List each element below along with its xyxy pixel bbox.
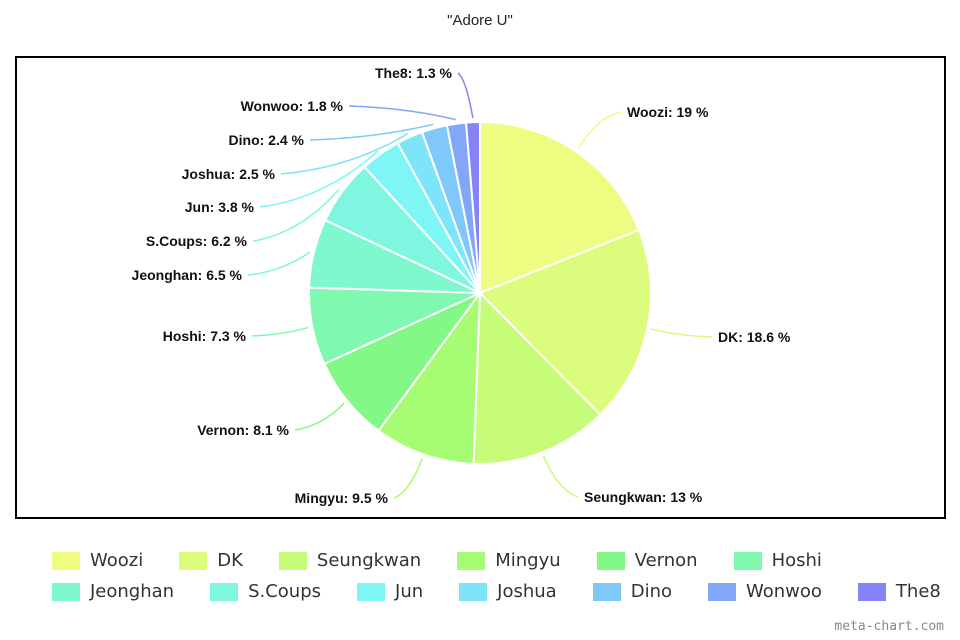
legend-label: Jun bbox=[395, 581, 424, 602]
legend-swatch bbox=[596, 551, 625, 570]
slice-connector-line bbox=[577, 111, 622, 149]
legend-item[interactable]: The8 bbox=[857, 581, 941, 602]
slice-label: DK: 18.6 % bbox=[718, 329, 791, 345]
watermark: meta-chart.com bbox=[834, 619, 944, 634]
slice-label: Seungkwan: 13 % bbox=[584, 489, 703, 505]
slice-connector-line bbox=[251, 326, 309, 337]
legend-label: Mingyu bbox=[495, 550, 561, 571]
legend-swatch bbox=[857, 582, 886, 601]
slice-connector-line bbox=[247, 251, 311, 276]
slice-label: Hoshi: 7.3 % bbox=[163, 328, 247, 344]
legend-label: Seungkwan bbox=[316, 550, 422, 571]
pie-slice-seungkwan bbox=[472, 290, 602, 465]
slice-label: Joshua: 2.5 % bbox=[182, 166, 276, 182]
slice-connector-line bbox=[294, 402, 345, 431]
pie-slice-dk bbox=[478, 228, 652, 417]
legend-label: Jeonghan bbox=[90, 581, 175, 602]
legend-swatch bbox=[357, 582, 386, 601]
legend-item[interactable]: Wonwoo bbox=[708, 581, 822, 602]
slice-connector-line bbox=[259, 150, 379, 208]
legend-label: Vernon bbox=[634, 550, 698, 571]
legend-swatch bbox=[459, 582, 488, 601]
slice-label: S.Coups: 6.2 % bbox=[146, 233, 248, 249]
legend-swatch bbox=[708, 582, 736, 601]
legend-label: DK bbox=[217, 550, 243, 571]
legend-swatch bbox=[179, 551, 208, 570]
legend-item[interactable]: Dino bbox=[592, 581, 672, 602]
legend-item[interactable]: Joshua bbox=[459, 581, 557, 602]
slice-connector-line bbox=[252, 188, 340, 242]
legend-swatch bbox=[52, 582, 80, 601]
slice-label: Jeonghan: 6.5 % bbox=[132, 267, 243, 283]
pie-slice-mingyu bbox=[377, 289, 482, 465]
legend-swatch bbox=[592, 582, 621, 601]
slice-label: Dino: 2.4 % bbox=[229, 132, 305, 148]
legend-label: The8 bbox=[895, 581, 941, 602]
legend-label: Hoshi bbox=[771, 550, 822, 571]
slice-connector-line bbox=[457, 72, 474, 119]
slice-connector-line bbox=[348, 105, 457, 121]
legend-item[interactable]: Jun bbox=[357, 581, 423, 602]
legend-swatch bbox=[278, 551, 307, 570]
legend-item[interactable]: Mingyu bbox=[457, 550, 561, 571]
legend-item[interactable]: Woozi bbox=[52, 550, 143, 571]
slice-connector-line bbox=[309, 123, 434, 141]
legend-item[interactable]: Jeonghan bbox=[52, 581, 174, 602]
pie-slice-woozi bbox=[479, 120, 641, 295]
legend-label: S.Coups bbox=[248, 581, 322, 602]
legend-label: Woozi bbox=[90, 550, 144, 571]
slice-connector-line bbox=[542, 455, 579, 498]
slice-connector-line bbox=[651, 328, 713, 338]
slice-label: Wonwoo: 1.8 % bbox=[241, 98, 344, 114]
slice-connector-line bbox=[280, 132, 409, 175]
legend-item[interactable]: Seungkwan bbox=[278, 550, 422, 571]
legend-item[interactable]: Vernon bbox=[596, 550, 698, 571]
legend-swatch bbox=[52, 551, 80, 570]
legend: Woozi DK Seungkwan Mingyu Vernon Hoshi Jeongh… bbox=[52, 545, 941, 607]
legend-row: Woozi DK Seungkwan Mingyu Vernon Hoshi bbox=[52, 545, 932, 576]
legend-item[interactable]: DK bbox=[179, 550, 243, 571]
slice-label: The8: 1.3 % bbox=[375, 65, 453, 81]
slice-connector-line bbox=[393, 457, 423, 499]
slice-label: Jun: 3.8 % bbox=[185, 199, 255, 215]
slice-label: Mingyu: 9.5 % bbox=[295, 490, 389, 506]
legend-item[interactable]: Hoshi bbox=[733, 550, 822, 571]
legend-swatch bbox=[210, 582, 239, 601]
slice-label: Vernon: 8.1 % bbox=[197, 422, 289, 438]
legend-label: Wonwoo bbox=[746, 581, 822, 602]
pie-slice-the8 bbox=[464, 120, 481, 294]
legend-item[interactable]: S.Coups bbox=[210, 581, 321, 602]
legend-row: Jeonghan S.Coups Jun Joshua Dino Wonwoo The8 bbox=[52, 576, 941, 607]
legend-label: Dino bbox=[630, 581, 672, 602]
legend-label: Joshua bbox=[497, 581, 557, 602]
legend-swatch bbox=[733, 551, 762, 570]
slice-label: Woozi: 19 % bbox=[627, 104, 709, 120]
legend-swatch bbox=[457, 551, 486, 570]
chart-title: "Adore U" bbox=[447, 12, 513, 29]
